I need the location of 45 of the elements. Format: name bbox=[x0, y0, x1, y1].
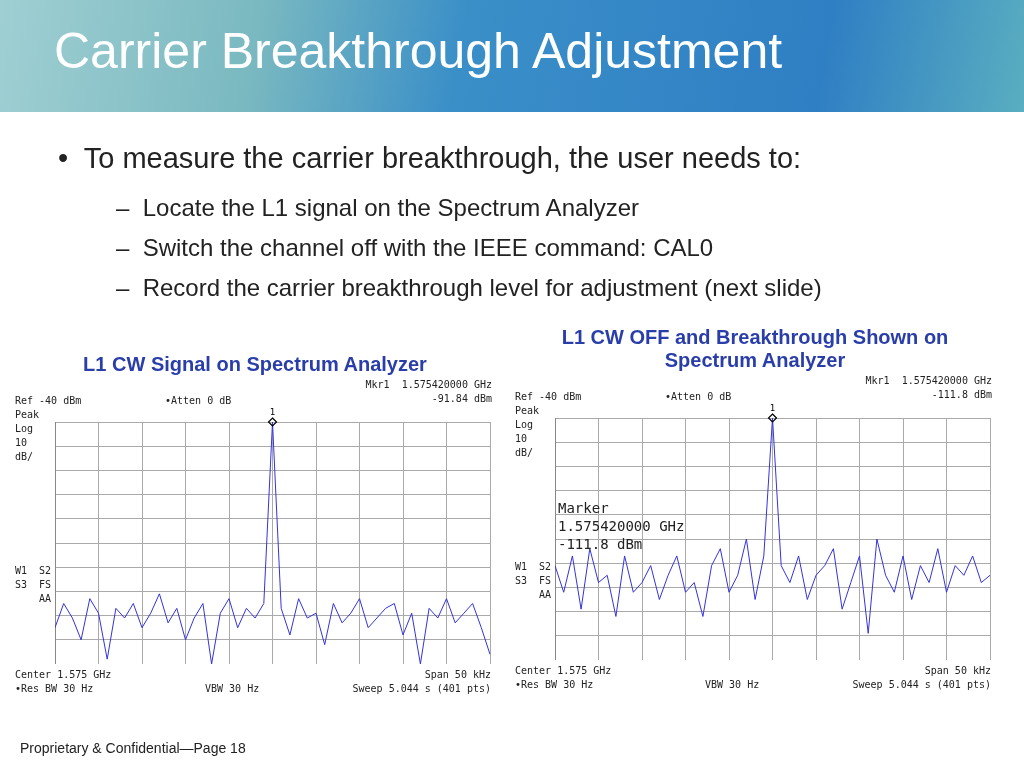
text: dB/ bbox=[15, 450, 35, 463]
text: Ref -40 dBm bbox=[515, 390, 583, 403]
text: – Locate the L1 signal on the Spectrum Analyzer bbox=[116, 194, 639, 222]
text: Mkr1 1.575420000 GHz bbox=[864, 374, 992, 387]
text: – Switch the channel off with the IEEE command: CAL0 bbox=[116, 234, 714, 262]
chart-title: L1 CW OFF and Breakthrough Shown on Spectrum Analyzer bbox=[560, 326, 950, 372]
text: Mkr1 1.575420000 GHz bbox=[364, 378, 492, 391]
text: VBW 30 Hz bbox=[205, 682, 261, 695]
text: 10 bbox=[15, 436, 29, 449]
text: W1 S2 bbox=[15, 564, 53, 577]
text: – Record the carrier breakthrough level for adjustment (next slide) bbox=[116, 274, 822, 302]
text: AA bbox=[537, 588, 551, 601]
annotation: -111.8 dBm bbox=[558, 536, 644, 552]
text: 1 bbox=[769, 402, 776, 413]
text: Carrier Breakthrough Adjustment bbox=[54, 22, 783, 80]
text: Center 1.575 GHz bbox=[15, 668, 113, 681]
text: S3 FS bbox=[515, 574, 553, 587]
text: S3 FS bbox=[15, 578, 53, 591]
text: •Res BW 30 Hz bbox=[515, 678, 595, 691]
text: Proprietary & Confidential—Page 18 bbox=[20, 740, 246, 756]
text: VBW 30 Hz bbox=[705, 678, 761, 691]
chart-title: L1 CW Signal on Spectrum Analyzer bbox=[82, 352, 428, 376]
text: 10 bbox=[515, 432, 529, 445]
text: Ref -40 dBm bbox=[15, 394, 83, 407]
text: Sweep 5.044 s (401 pts) bbox=[851, 678, 991, 691]
text: Peak bbox=[515, 404, 541, 417]
text: Center 1.575 GHz bbox=[515, 664, 613, 677]
text: -91.84 dBm bbox=[430, 392, 492, 405]
text: •Atten 0 dB bbox=[165, 394, 233, 407]
annotation: Marker bbox=[558, 500, 610, 516]
text: 1 bbox=[269, 406, 276, 417]
text: Span 50 kHz bbox=[923, 664, 991, 677]
text: •Res BW 30 Hz bbox=[15, 682, 95, 695]
text: Log bbox=[15, 422, 35, 435]
text: Sweep 5.044 s (401 pts) bbox=[351, 682, 491, 695]
text: Log bbox=[515, 418, 535, 431]
text: •Atten 0 dB bbox=[665, 390, 733, 403]
annotation: 1.575420000 GHz bbox=[558, 518, 686, 534]
text: Span 50 kHz bbox=[423, 668, 491, 681]
text: W1 S2 bbox=[515, 560, 553, 573]
text: dB/ bbox=[515, 446, 535, 459]
text: Peak bbox=[15, 408, 41, 421]
text: -111.8 dBm bbox=[930, 388, 992, 401]
text: • To measure the carrier breakthrough, the user needs to: bbox=[58, 142, 802, 175]
text: AA bbox=[37, 592, 51, 605]
